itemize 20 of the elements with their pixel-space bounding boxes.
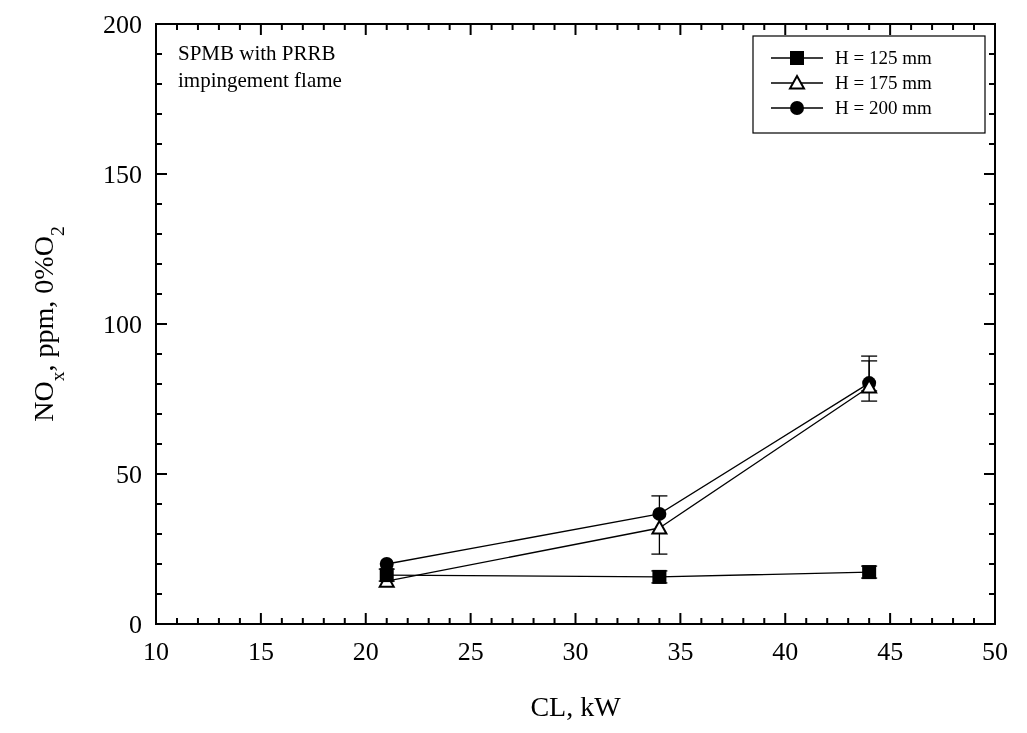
x-tick-label: 15 bbox=[247, 637, 274, 666]
x-tick-label: 35 bbox=[667, 637, 694, 666]
annotation: SPMB with PRRB impingement flame bbox=[178, 41, 342, 92]
x-tick-label: 30 bbox=[562, 637, 589, 666]
x-tick-label: 25 bbox=[457, 637, 484, 666]
x-tick-label: 50 bbox=[982, 637, 1008, 666]
legend-label: H = 200 mm bbox=[835, 97, 932, 118]
y-tick-label: 100 bbox=[103, 310, 142, 339]
x-tick-label: 20 bbox=[352, 637, 379, 666]
point bbox=[651, 520, 668, 535]
x-tick-label: 45 bbox=[877, 637, 904, 666]
legend-label: H = 175 mm bbox=[835, 72, 932, 93]
y-tick-label: 0 bbox=[129, 610, 142, 639]
y-tick-label: 150 bbox=[103, 160, 142, 189]
y-tick-label: 200 bbox=[103, 10, 142, 39]
x-axis-title: CL, kW bbox=[530, 691, 622, 722]
y-tick-label: 50 bbox=[116, 460, 142, 489]
legend-label: H = 125 mm bbox=[835, 47, 932, 68]
x-tick-label: 40 bbox=[772, 637, 799, 666]
x-tick-label: 10 bbox=[143, 637, 169, 666]
